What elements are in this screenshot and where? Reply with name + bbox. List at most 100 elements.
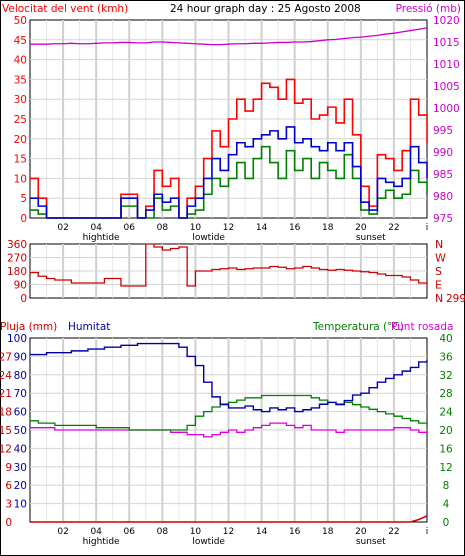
- humidity-hour-tick-label: 04: [90, 527, 102, 537]
- compass-point-label: S: [435, 265, 442, 278]
- rain-y-tick-label: 0: [5, 517, 12, 529]
- rain-y-tick-label: 6: [5, 480, 12, 492]
- pressure-line: [30, 27, 428, 46]
- temperature-y-tick-label: 40: [439, 333, 452, 345]
- humidity-y-tick-label: 60: [14, 407, 27, 419]
- temperature-axis-title: Temperatura (°C): [312, 321, 404, 333]
- humidity-y-tick-label: 30: [14, 462, 27, 474]
- dewpoint-line: [30, 422, 427, 438]
- wind-y-tick-label: 45: [14, 35, 27, 47]
- compass-point-label: N: [435, 238, 443, 251]
- temperature-y-tick-label: 8: [443, 480, 450, 492]
- direction-y-tick-label: 360: [7, 239, 27, 251]
- humidity-hour-tick-label: 10: [190, 527, 202, 537]
- humidity-y-tick-label: 80: [14, 370, 27, 382]
- temperature-y-tick-label: 4: [443, 499, 450, 511]
- humidity-y-tick-label: 10: [14, 499, 27, 511]
- humidity-event-label: sunset: [356, 537, 386, 547]
- wind-axis-title: Velocitat del vent (kmh): [2, 3, 128, 15]
- wind-end-tick-label: i: [426, 223, 429, 233]
- humidity-hour-tick-label: 22: [388, 527, 399, 537]
- pressure-y-tick-label: 990: [433, 147, 453, 159]
- humidity-hour-tick-label: 08: [157, 527, 169, 537]
- humidity-event-label: hightide: [83, 537, 120, 547]
- wind-event-label: lowtide: [192, 233, 225, 243]
- pressure-axis-title: Pressió (mb): [396, 3, 461, 15]
- pressure-y-tick-label: 1000: [433, 103, 460, 115]
- wind-hour-tick-label: 10: [190, 223, 202, 233]
- rain-y-tick-label: 27: [0, 351, 12, 363]
- humidity-y-tick-label: 90: [14, 351, 27, 363]
- wind-hour-tick-label: 08: [157, 223, 169, 233]
- pressure-y-tick-label: 1010: [433, 59, 460, 71]
- humidity-event-label: lowtide: [192, 537, 225, 547]
- direction-y-tick-label: 0: [20, 293, 27, 305]
- wind-average-line: [30, 126, 428, 219]
- direction-y-tick-label: 180: [7, 266, 27, 278]
- humidity-y-tick-label: 50: [14, 425, 27, 437]
- wind-y-tick-label: 50: [14, 15, 27, 27]
- wind-y-tick-label: 10: [14, 173, 27, 185]
- wind-y-tick-label: 20: [14, 134, 27, 146]
- wind-hour-tick-label: 18: [322, 223, 334, 233]
- direction-y-tick-label: 270: [7, 253, 27, 265]
- rain-y-tick-label: 3: [5, 499, 12, 511]
- wind-y-tick-label: 30: [14, 94, 27, 106]
- temperature-y-tick-label: 24: [439, 407, 453, 419]
- wind-hour-tick-label: 06: [124, 223, 136, 233]
- rain-y-tick-label: 18: [0, 407, 12, 419]
- humidity-y-tick-label: 100: [7, 333, 27, 345]
- pressure-y-tick-label: 985: [433, 169, 453, 181]
- wind-y-tick-label: 35: [14, 74, 27, 86]
- dewpoint-axis-title: Punt rosada: [391, 321, 453, 333]
- wind-hour-tick-label: 02: [57, 223, 68, 233]
- wind-hour-tick-label: 22: [388, 223, 399, 233]
- temperature-y-tick-label: 20: [439, 425, 452, 437]
- wind-direction-line: [30, 243, 428, 287]
- rain-y-tick-label: 15: [0, 425, 12, 437]
- humidity-line: [30, 342, 428, 413]
- wind-y-tick-label: 25: [14, 114, 27, 126]
- humidity-axis-title: Humitat: [68, 321, 110, 333]
- humidity-hour-tick-label: 12: [223, 527, 234, 537]
- compass-point-label: E: [435, 279, 442, 292]
- rain-axis-title: Pluja (mm): [0, 321, 57, 333]
- pressure-y-tick-label: 975: [433, 213, 453, 225]
- wind-event-label: sunset: [356, 233, 386, 243]
- wind-min-line: [30, 145, 428, 219]
- pressure-y-tick-label: 1020: [433, 15, 460, 27]
- rain-y-tick-label: 12: [0, 443, 12, 455]
- wind-event-label: hightide: [83, 233, 120, 243]
- wind-y-tick-label: 5: [20, 193, 27, 205]
- humidity-y-tick-label: 70: [14, 388, 27, 400]
- rain-line: [30, 515, 428, 523]
- temperature-y-tick-label: 28: [439, 388, 452, 400]
- wind-y-tick-label: 0: [20, 213, 27, 225]
- wind-hour-tick-label: 14: [256, 223, 268, 233]
- rain-y-tick-label: 9: [5, 462, 12, 474]
- humidity-hour-tick-label: 14: [256, 527, 268, 537]
- compass-point-label: N: [435, 292, 443, 305]
- temperature-y-tick-label: 12: [439, 462, 452, 474]
- direction-y-tick-label: 90: [14, 280, 27, 292]
- humidity-hour-tick-label: 20: [355, 527, 367, 537]
- wind-hour-tick-label: 16: [289, 223, 301, 233]
- temperature-y-tick-label: 0: [443, 517, 450, 529]
- compass-point-label: W: [435, 252, 446, 265]
- pressure-y-tick-label: 1015: [433, 37, 460, 49]
- temperature-line: [30, 394, 427, 431]
- humidity-hour-tick-label: 02: [57, 527, 68, 537]
- pressure-y-tick-label: 1005: [433, 81, 460, 93]
- wind-y-tick-label: 15: [14, 154, 27, 166]
- humidity-hour-tick-label: 16: [289, 527, 301, 537]
- temperature-y-tick-label: 36: [439, 351, 453, 363]
- wind-hour-tick-label: 20: [355, 223, 367, 233]
- humidity-end-tick-label: i: [426, 527, 429, 537]
- humidity-hour-tick-label: 18: [322, 527, 334, 537]
- rain-y-tick-label: 21: [0, 388, 12, 400]
- wind-gust-line: [30, 78, 428, 219]
- rain-y-tick-label: 24: [0, 370, 12, 382]
- wind-hour-tick-label: 04: [90, 223, 102, 233]
- humidity-y-tick-label: 40: [14, 443, 27, 455]
